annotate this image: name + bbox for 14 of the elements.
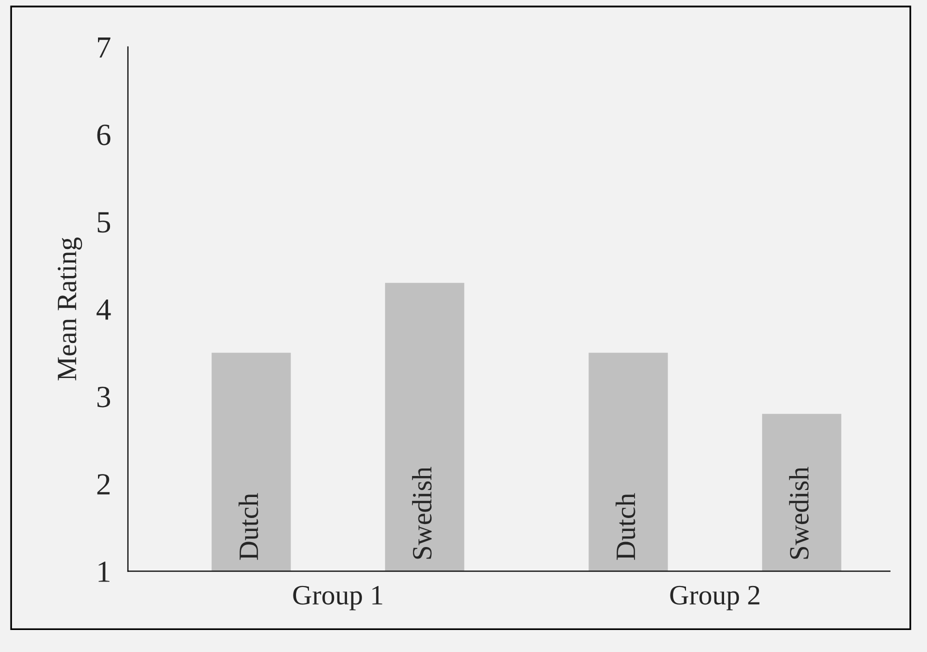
text: Dutch xyxy=(616,493,636,560)
text: Swedish xyxy=(789,466,809,559)
x-tick-label: Group 1 xyxy=(293,586,382,610)
y-tick-label: 2 xyxy=(97,474,110,494)
series-label: Dutch xyxy=(238,493,258,560)
series-label: Swedish xyxy=(412,466,432,559)
y-axis-title: Mean Rating xyxy=(58,237,82,380)
x-tick-label: Group 2 xyxy=(670,586,760,610)
y-tick-label: 4 xyxy=(96,300,111,320)
y-tick-label: 1 xyxy=(98,562,110,582)
y-tick-label: 7 xyxy=(98,38,110,58)
y-tick-label: 5 xyxy=(98,212,110,233)
y-tick-label: 3 xyxy=(97,386,110,408)
y-tick-label: 6 xyxy=(97,124,110,146)
